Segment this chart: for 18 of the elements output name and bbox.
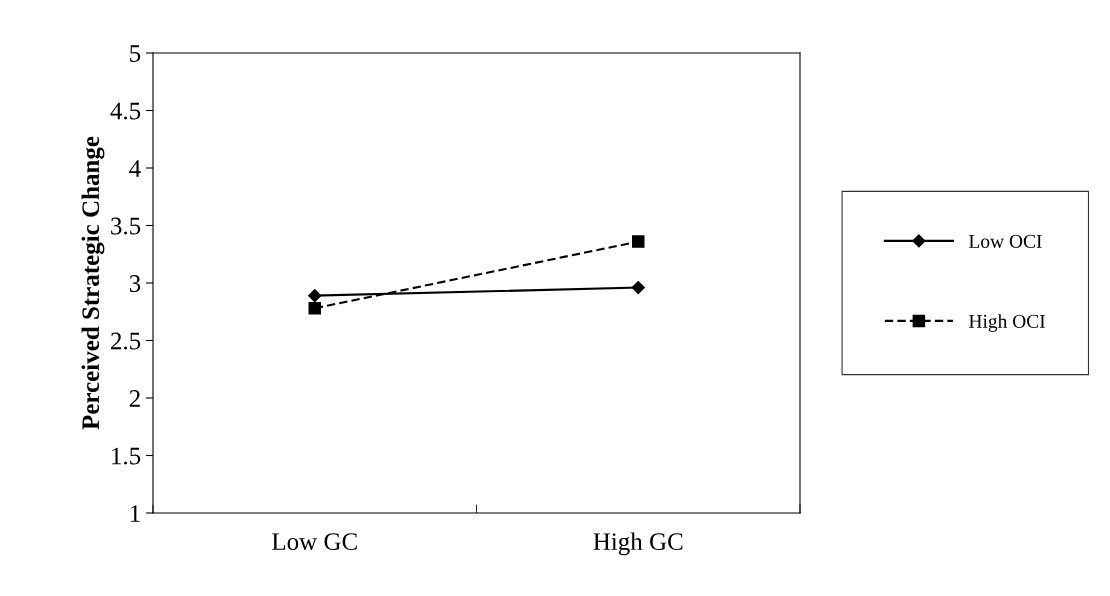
y-tick-label: 2.5 xyxy=(111,332,141,350)
x-tick-label: High GC xyxy=(593,532,683,556)
point xyxy=(308,302,322,315)
y-tick-label: 2 xyxy=(129,390,140,407)
y-tick-label: 1 xyxy=(130,505,140,522)
point xyxy=(308,289,322,303)
y-tick-label: 1.5 xyxy=(112,447,141,465)
x-tick-label: Low GC xyxy=(272,533,357,551)
y-tick-label: 5 xyxy=(130,45,141,62)
legend-label: High OCI xyxy=(969,314,1046,332)
y-tick-label: 4 xyxy=(129,160,141,177)
y-axis-title: Perceived Strategic Change xyxy=(81,136,105,430)
legend-label: Low OCI xyxy=(969,234,1042,248)
y-tick-label: 4.5 xyxy=(110,102,141,120)
y-tick-label: 3 xyxy=(129,275,141,292)
point xyxy=(631,235,645,248)
y-tick-label: 3.5 xyxy=(111,217,141,235)
point xyxy=(631,281,645,295)
